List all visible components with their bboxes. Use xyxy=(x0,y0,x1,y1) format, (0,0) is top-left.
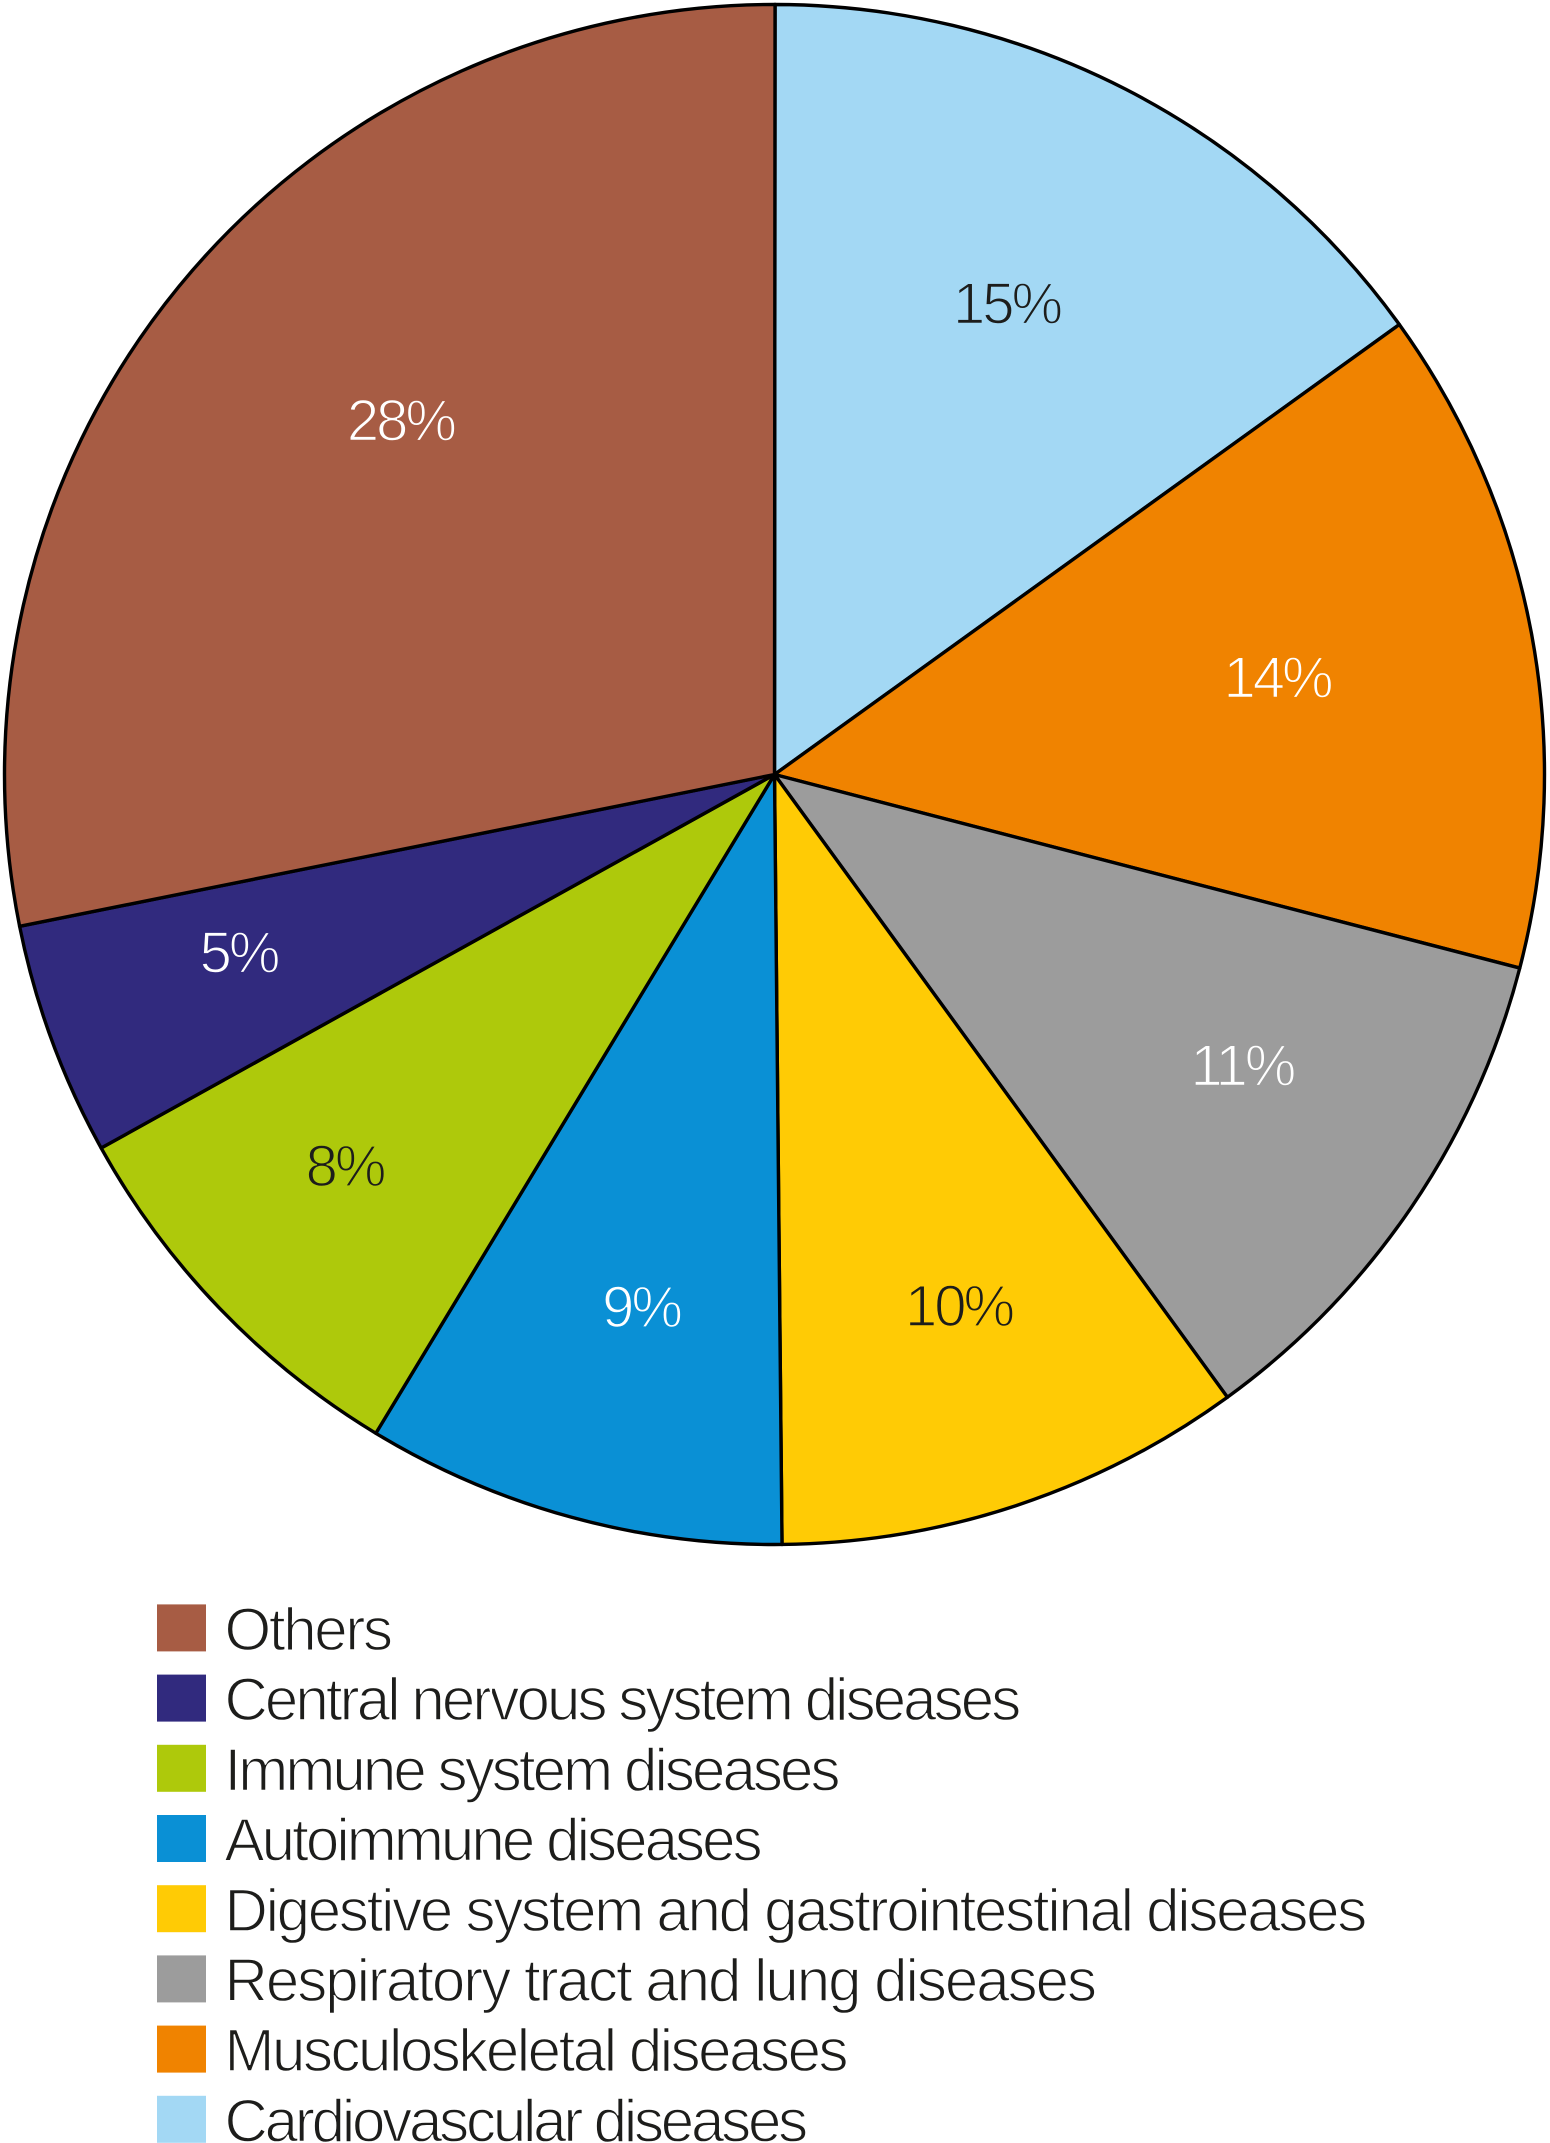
svg-text:5%: 5% xyxy=(200,920,279,985)
svg-text:Cardiovascular diseases: Cardiovascular diseases xyxy=(225,2087,807,2143)
svg-text:8%: 8% xyxy=(306,1134,385,1199)
svg-text:Digestive system and gastroint: Digestive system and gastrointestinal di… xyxy=(225,1877,1366,1944)
svg-text:Central nervous system disease: Central nervous system diseases xyxy=(225,1666,1020,1733)
svg-text:11%: 11% xyxy=(1191,1034,1295,1099)
svg-text:Autoimmune diseases: Autoimmune diseases xyxy=(225,1807,761,1874)
svg-text:Respiratory tract and lung dis: Respiratory tract and lung diseases xyxy=(225,1947,1096,2014)
svg-text:Others: Others xyxy=(225,1596,392,1663)
svg-text:10%: 10% xyxy=(905,1274,1014,1339)
svg-text:9%: 9% xyxy=(602,1275,681,1340)
svg-text:14%: 14% xyxy=(1223,646,1332,711)
svg-text:Musculoskeletal diseases: Musculoskeletal diseases xyxy=(225,2017,847,2084)
svg-text:15%: 15% xyxy=(953,271,1062,336)
svg-text:28%: 28% xyxy=(347,388,456,453)
svg-text:Immune system diseases: Immune system diseases xyxy=(225,1736,839,1803)
